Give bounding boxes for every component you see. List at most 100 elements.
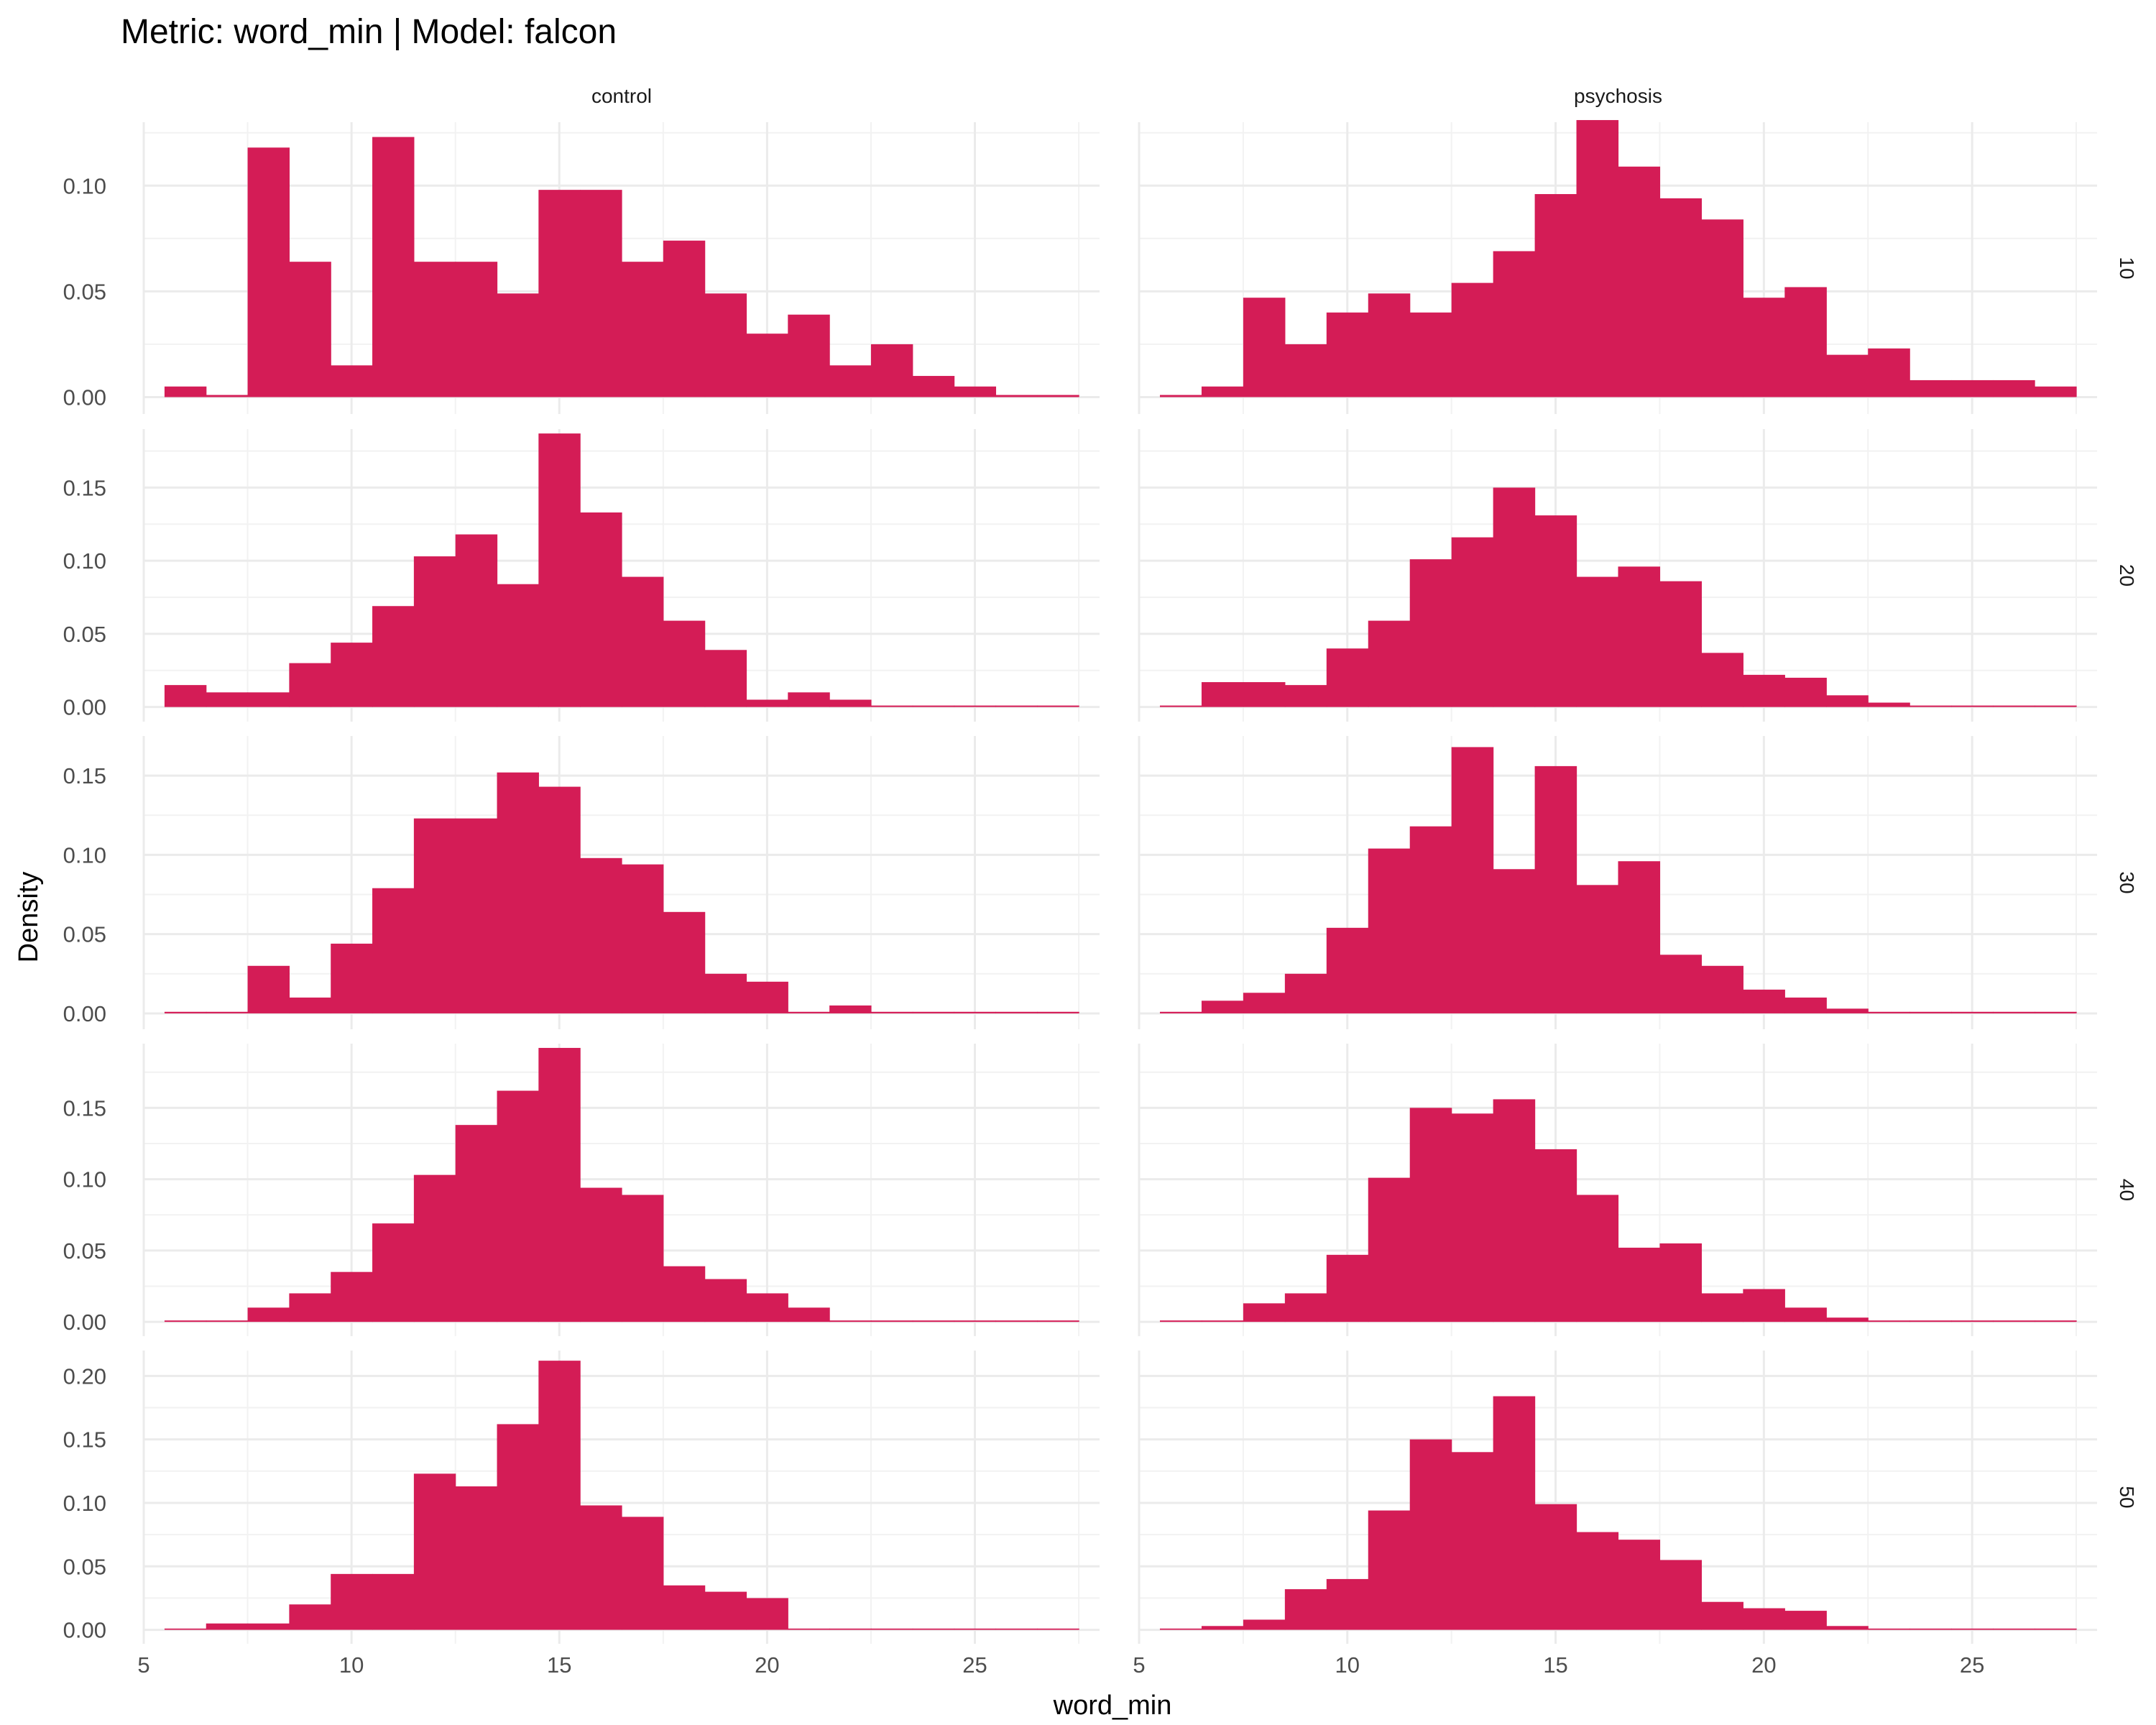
histogram-bar: [1743, 1608, 1785, 1630]
histogram-bar: [829, 1628, 872, 1630]
histogram-bar: [1909, 705, 1952, 707]
histogram-bar: [1576, 885, 1619, 1013]
histogram-bar: [1909, 1011, 1952, 1013]
histogram-bar: [1826, 354, 1869, 397]
facet-panels: 0.00 0.05 0.10 0.00 0.05 0.10 0.15 0.00 0.05 0.10…: [63, 85, 2138, 1678]
histogram-bar: [1743, 989, 1785, 1013]
histogram-bar: [164, 685, 207, 707]
histogram-bar: [704, 650, 747, 707]
histogram-bar: [1243, 682, 1286, 707]
histogram-bar: [331, 1271, 373, 1322]
histogram-bar: [995, 1011, 1038, 1013]
histogram-bar: [497, 584, 539, 707]
histogram-bar: [1326, 1254, 1369, 1322]
histogram-bar: [1243, 993, 1286, 1013]
histogram-bar: [1909, 1320, 1952, 1322]
histogram-bar: [1659, 198, 1703, 397]
histogram-bar: [1159, 395, 1202, 397]
histogram-bar: [1326, 648, 1369, 707]
histogram-bar: [622, 1517, 664, 1630]
x-tick-label: 15: [547, 1652, 571, 1678]
x-tick-label: 25: [962, 1652, 987, 1678]
y-tick-label: 0.10: [63, 173, 106, 198]
histogram-bar: [1743, 1289, 1785, 1322]
histogram-bar: [1576, 1532, 1619, 1630]
y-tick-label: 0.10: [63, 1167, 106, 1192]
histogram-bar: [870, 1628, 913, 1630]
y-tick-label: 0.05: [63, 1238, 106, 1264]
histogram-bar: [331, 365, 373, 397]
facet-strip-row-10: 10: [2116, 257, 2138, 279]
histogram-bar: [1826, 1317, 1869, 1322]
y-axis-title: Density: [14, 872, 44, 963]
histogram-bar: [1201, 1626, 1244, 1630]
histogram-bar: [1534, 1149, 1577, 1322]
panel-psychosis-10: [1138, 120, 2097, 414]
histogram-bar: [912, 1320, 955, 1322]
histogram-bar: [1037, 1628, 1079, 1630]
histogram-bar: [1701, 653, 1743, 707]
histogram-bar: [663, 1266, 706, 1322]
histogram-bar: [413, 556, 456, 707]
panel-control-30: 0.00 0.05 0.10 0.15: [63, 736, 1100, 1029]
histogram-bar: [870, 705, 913, 707]
histogram-bar: [538, 786, 581, 1013]
histogram-bar: [1284, 1589, 1327, 1630]
histogram-bar: [870, 344, 913, 397]
histogram-bar: [746, 1293, 788, 1322]
histogram-bar: [1618, 1540, 1661, 1630]
histogram-bar: [247, 1623, 290, 1630]
histogram-bar: [1284, 685, 1327, 707]
histogram-bar: [1243, 1303, 1286, 1322]
histogram-bar: [1909, 1628, 1952, 1630]
histogram-bar: [455, 1125, 498, 1322]
histogram-bar: [704, 1279, 747, 1322]
histogram-bar: [1534, 1504, 1577, 1630]
histogram-bar: [1451, 282, 1494, 397]
histogram-bar: [206, 1320, 249, 1322]
histogram-bar: [538, 1361, 581, 1630]
histogram-bar: [1951, 380, 1994, 397]
histogram-bar: [1951, 705, 1994, 707]
histogram-bar: [1618, 566, 1661, 707]
histogram-bar: [164, 386, 207, 397]
facet-strip-psychosis: psychosis: [1574, 85, 1662, 107]
histogram-bar: [1493, 1099, 1536, 1322]
histogram-bar: [912, 1011, 955, 1013]
histogram-bar: [1701, 219, 1743, 397]
histogram-bar: [954, 1628, 997, 1630]
y-tick-label: 0.00: [63, 695, 106, 720]
histogram-bar: [1576, 1195, 1619, 1322]
histogram-bar: [164, 1628, 207, 1630]
histogram-bar: [746, 699, 788, 707]
histogram-bar: [1159, 705, 1202, 707]
histogram-bar: [372, 888, 415, 1013]
histogram-bar: [1534, 765, 1577, 1013]
histogram-bar: [746, 334, 788, 397]
y-tick-label: 0.05: [63, 279, 106, 304]
histogram-bar: [1618, 861, 1661, 1013]
histogram-bar: [1534, 515, 1577, 707]
histogram-bar: [206, 395, 249, 397]
histogram-bar: [1201, 682, 1244, 707]
histogram-bar: [372, 606, 415, 707]
facet-strip-row-50: 50: [2116, 1486, 2138, 1508]
x-tick-label: 5: [1133, 1652, 1145, 1678]
histogram-bar: [1826, 1626, 1869, 1630]
histogram-bar: [247, 1307, 290, 1322]
histogram-bar: [622, 262, 664, 397]
histogram-bar: [1993, 1011, 2035, 1013]
histogram-bar: [912, 705, 955, 707]
histogram-bar: [1284, 344, 1327, 397]
histogram-bar: [995, 395, 1038, 397]
histogram-bar: [1909, 380, 1952, 397]
histogram-bar: [1201, 386, 1244, 397]
histogram-bar: [870, 1011, 913, 1013]
histogram-bar: [1659, 1243, 1703, 1322]
histogram-bar: [1659, 954, 1703, 1013]
histogram-bar: [1868, 1628, 1910, 1630]
histogram-bar: [1743, 298, 1785, 397]
histogram-bar: [1784, 1307, 1827, 1322]
x-axis-title: word_min: [1053, 1690, 1172, 1721]
histogram-bar: [413, 818, 456, 1013]
